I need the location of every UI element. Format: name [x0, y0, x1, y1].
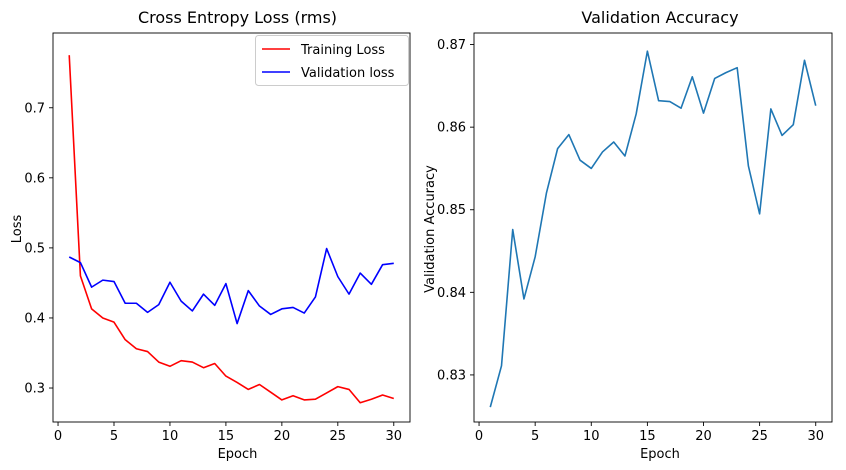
x-tick-label: 25	[751, 429, 768, 444]
x-tick-label: 15	[639, 429, 656, 444]
loss-chart: Cross Entropy Loss (rms) 0 5 10 15 20 25 30 0.3…	[10, 8, 411, 462]
series-line-0-0	[68, 55, 395, 404]
y-tick-label: 0.7	[24, 101, 45, 116]
plot-frame	[52, 32, 411, 423]
legend-frame	[255, 35, 409, 86]
accuracy-chart: Validation Accuracy 0 5 10 15 20 25 30 0.83 0.84…	[423, 8, 833, 462]
series-line-0-1	[68, 247, 394, 325]
plot-frame	[473, 32, 833, 423]
series-line-1-0	[489, 50, 817, 408]
y-tick-label: 0.5	[24, 241, 45, 256]
y-tick-label: 0.6	[24, 171, 45, 186]
x-tick-label: 5	[531, 429, 539, 444]
y-tick-label: 0.85	[437, 203, 466, 218]
legend-label-validation: Validation loss	[301, 66, 395, 81]
x-tick-label: 0	[475, 429, 483, 444]
accuracy-chart-title: Validation Accuracy	[581, 8, 738, 27]
accuracy-plot-area: 0 5 10 15 20 25 30 0.83 0.84 0.85 0.86 0.87	[437, 32, 833, 444]
x-tick-label: 30	[385, 429, 402, 444]
loss-chart-title: Cross Entropy Loss (rms)	[138, 8, 337, 27]
y-tick-label: 0.86	[437, 121, 466, 136]
x-tick-label: 10	[583, 429, 600, 444]
accuracy-y-axis-label: Validation Accuracy	[423, 165, 438, 293]
y-tick-label: 0.87	[437, 38, 466, 53]
accuracy-x-axis-label: Epoch	[640, 447, 680, 462]
y-tick-label: 0.83	[437, 368, 466, 383]
x-tick-label: 25	[330, 429, 347, 444]
x-tick-label: 20	[274, 429, 291, 444]
y-tick-label: 0.3	[24, 382, 45, 397]
x-tick-label: 15	[218, 429, 235, 444]
y-tick-label: 0.4	[24, 311, 45, 326]
legend-label-training: Training Loss	[300, 43, 385, 58]
loss-legend: Training Loss Validation loss	[255, 35, 409, 86]
x-tick-label: 10	[162, 429, 179, 444]
x-tick-label: 20	[695, 429, 712, 444]
y-tick-label: 0.84	[437, 286, 466, 301]
loss-y-axis-label: Loss	[10, 215, 25, 244]
loss-x-axis-label: Epoch	[218, 447, 258, 462]
x-tick-label: 0	[54, 429, 62, 444]
x-tick-label: 30	[807, 429, 824, 444]
x-tick-label: 5	[110, 429, 118, 444]
loss-plot-area: 0 5 10 15 20 25 30 0.3 0.4 0.5 0.6 0.7	[24, 32, 411, 444]
